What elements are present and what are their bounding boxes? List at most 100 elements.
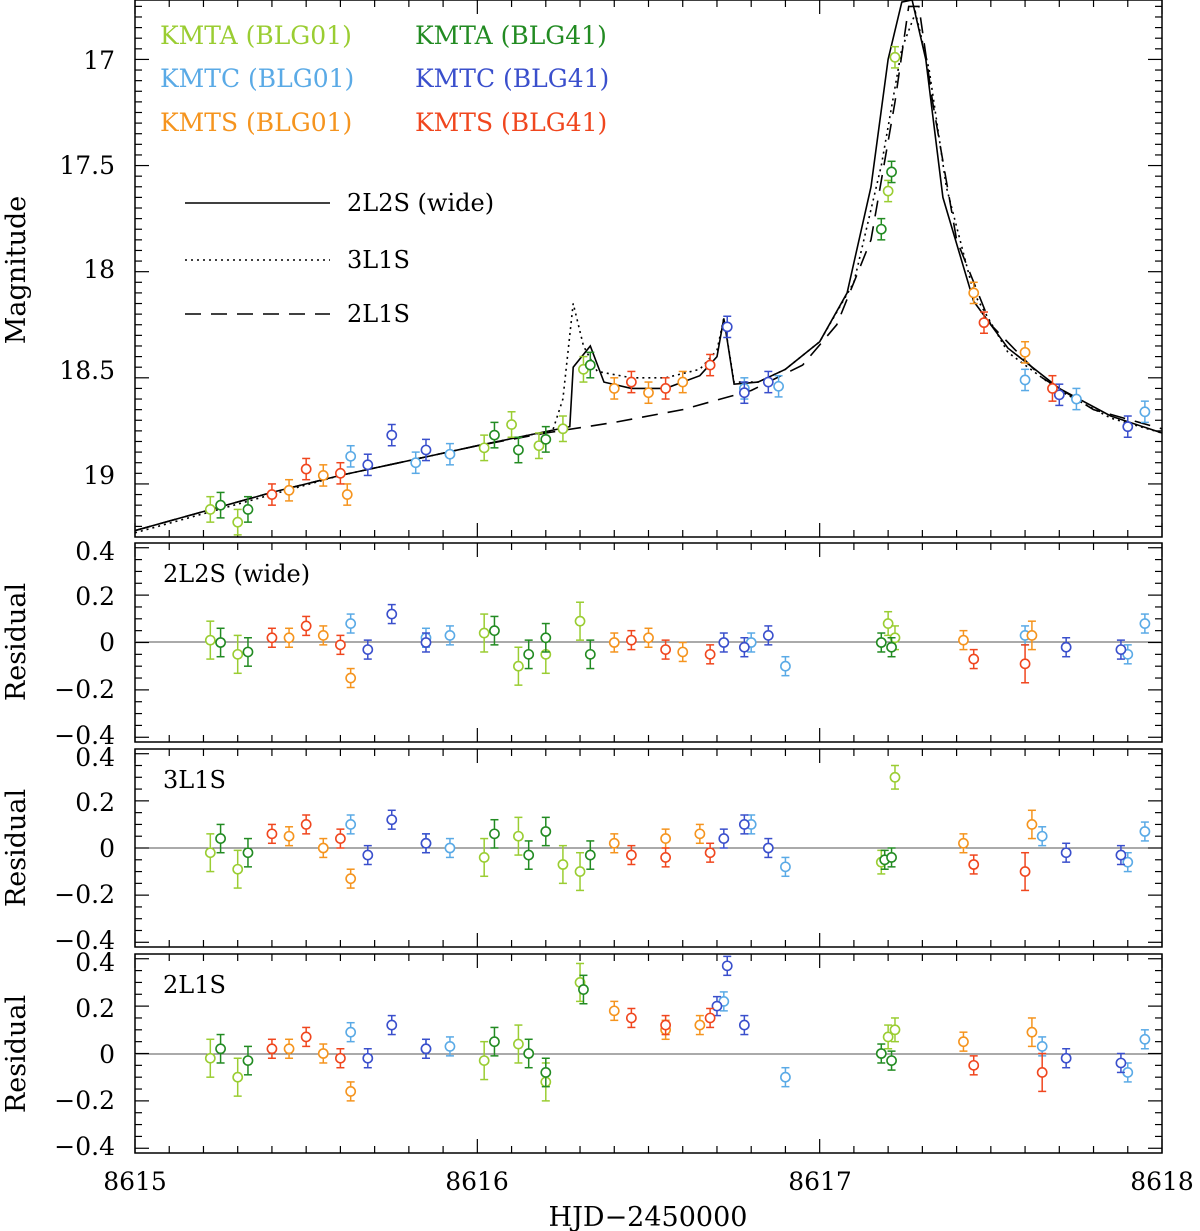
data-point bbox=[625, 370, 637, 394]
data-point bbox=[362, 639, 374, 660]
data-point bbox=[204, 1038, 216, 1078]
data-point bbox=[489, 421, 500, 449]
data-point bbox=[204, 620, 216, 660]
data-point bbox=[643, 627, 654, 648]
data-point bbox=[721, 955, 733, 977]
data-point bbox=[1036, 826, 1048, 847]
data-point bbox=[232, 849, 244, 889]
data-point bbox=[738, 814, 750, 835]
data-point bbox=[283, 826, 295, 847]
data-point bbox=[1019, 340, 1031, 364]
data-point bbox=[420, 1038, 432, 1059]
data-point bbox=[300, 1026, 312, 1048]
legend: KMTA (BLG01) KMTA (BLG41) KMTC (BLG01) K… bbox=[160, 21, 609, 328]
residual-tick-label: 0.2 bbox=[75, 582, 115, 611]
data-point bbox=[489, 1026, 500, 1057]
data-point bbox=[345, 444, 357, 468]
light-curve-data-points bbox=[204, 45, 1151, 536]
residual-tick-label: 0.4 bbox=[75, 743, 115, 772]
data-point bbox=[317, 464, 329, 487]
data-point bbox=[204, 495, 216, 523]
data-point bbox=[1026, 1017, 1038, 1048]
data-point bbox=[523, 840, 535, 870]
residual-panel-label: 2L2S (wide) bbox=[163, 560, 310, 588]
residual-tick-label: 0 bbox=[99, 1040, 115, 1069]
data-point bbox=[215, 491, 226, 519]
data-point bbox=[334, 461, 346, 485]
data-point bbox=[660, 828, 672, 849]
data-point bbox=[968, 648, 980, 670]
data-point bbox=[362, 453, 374, 477]
data-point bbox=[968, 854, 980, 875]
data-point bbox=[574, 601, 586, 641]
data-point bbox=[489, 615, 500, 646]
data-point bbox=[386, 603, 398, 625]
data-point bbox=[968, 1055, 980, 1076]
data-point bbox=[1060, 637, 1072, 658]
data-point bbox=[889, 45, 901, 69]
residual-tick-label: −0.2 bbox=[54, 675, 115, 704]
data-point bbox=[386, 423, 398, 447]
data-point bbox=[882, 1024, 894, 1050]
y-axis-title-residual: Residual bbox=[1, 583, 32, 701]
data-point bbox=[444, 837, 456, 859]
data-point bbox=[557, 844, 569, 885]
data-point bbox=[215, 823, 226, 854]
data-point bbox=[711, 995, 723, 1017]
residual-tick-label: −0.4 bbox=[54, 721, 115, 750]
data-point bbox=[978, 311, 990, 334]
data-point bbox=[478, 613, 490, 653]
data-point bbox=[317, 625, 329, 646]
data-point bbox=[1026, 620, 1038, 651]
data-point bbox=[1139, 400, 1151, 424]
data-point bbox=[523, 639, 535, 670]
data-point bbox=[1115, 639, 1127, 660]
data-point bbox=[886, 637, 897, 658]
legend-entry-kmtc-blg01: KMTC (BLG01) bbox=[160, 64, 354, 93]
data-point bbox=[300, 615, 312, 637]
data-point bbox=[1026, 809, 1038, 840]
x-axis-title: HJD−2450000 bbox=[549, 1202, 748, 1231]
data-point bbox=[283, 1038, 295, 1059]
y-axis-title-residual: Residual bbox=[1, 789, 32, 907]
x-tick-label: 8618 bbox=[1130, 1167, 1194, 1196]
legend-model-2l2s: 2L2S (wide) bbox=[347, 189, 494, 217]
data-point bbox=[1071, 387, 1082, 411]
data-point bbox=[886, 1050, 897, 1071]
data-point bbox=[889, 764, 901, 790]
data-point bbox=[215, 627, 226, 658]
data-point bbox=[1019, 644, 1031, 684]
data-point bbox=[738, 637, 750, 658]
data-point bbox=[578, 974, 589, 1005]
legend-entry-kmta-blg41: KMTA (BLG41) bbox=[415, 21, 607, 50]
data-point bbox=[242, 495, 254, 523]
data-point bbox=[958, 833, 969, 854]
data-point bbox=[513, 436, 524, 464]
data-point bbox=[242, 1045, 254, 1076]
data-point bbox=[1036, 1052, 1048, 1093]
data-point bbox=[721, 315, 733, 339]
data-point bbox=[738, 1014, 750, 1036]
data-point bbox=[242, 637, 254, 667]
data-point bbox=[643, 381, 654, 405]
data-point bbox=[704, 1007, 716, 1029]
data-point bbox=[608, 632, 620, 653]
data-point bbox=[420, 438, 432, 462]
mag-tick-label: 17.5 bbox=[59, 151, 115, 180]
data-point bbox=[762, 837, 774, 859]
data-point bbox=[625, 1007, 637, 1029]
data-point bbox=[334, 1048, 346, 1069]
mag-tick-label: 18 bbox=[83, 255, 115, 284]
data-point bbox=[362, 844, 374, 866]
data-point bbox=[584, 840, 596, 870]
data-point bbox=[362, 1048, 374, 1069]
data-point bbox=[608, 377, 620, 400]
data-point bbox=[889, 1017, 901, 1043]
data-point bbox=[557, 415, 569, 443]
data-point bbox=[266, 627, 278, 648]
data-point bbox=[677, 370, 689, 394]
data-point bbox=[523, 1038, 535, 1069]
x-tick-label: 8617 bbox=[788, 1167, 852, 1196]
residual-points-3l1s bbox=[204, 764, 1151, 892]
